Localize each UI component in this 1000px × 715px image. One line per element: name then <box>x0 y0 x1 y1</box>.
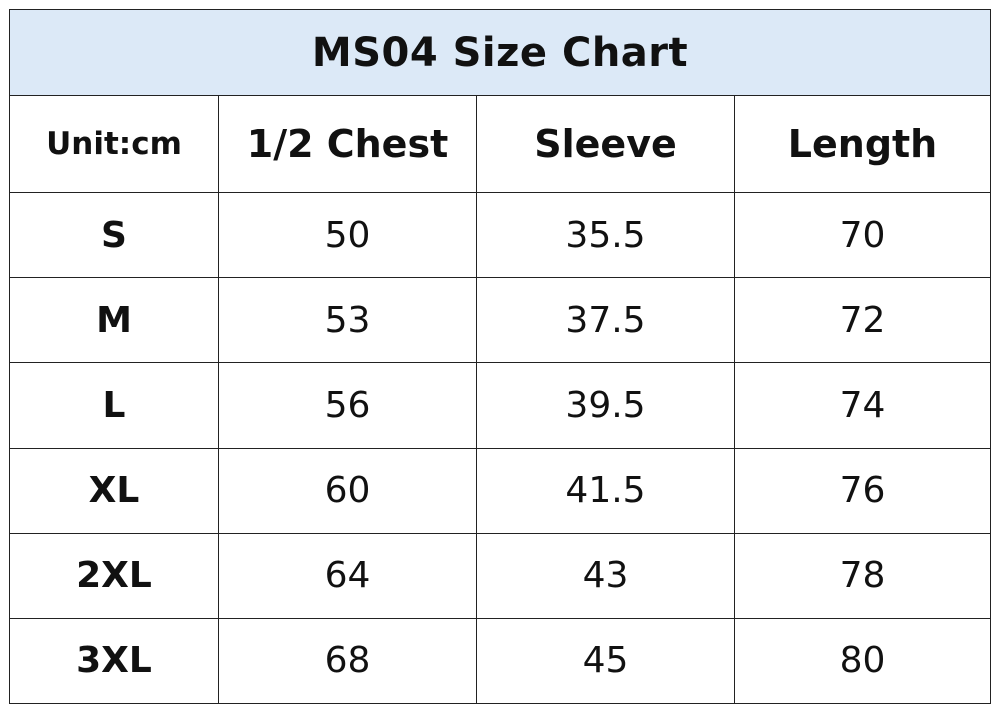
table-row: 3XL 68 45 80 <box>9 617 992 705</box>
chest-value: 53 <box>218 277 477 364</box>
table-row: XL 60 41.5 76 <box>9 447 992 534</box>
header-sleeve: Sleeve <box>476 95 735 194</box>
chest-value: 56 <box>218 362 477 449</box>
sleeve-value: 39.5 <box>476 362 735 449</box>
chest-value: 68 <box>218 617 477 705</box>
length-value: 72 <box>733 277 992 364</box>
length-value: 78 <box>733 532 992 619</box>
length-value: 80 <box>733 617 992 705</box>
table-row: L 56 39.5 74 <box>9 362 992 449</box>
chest-value: 50 <box>218 192 477 279</box>
length-value: 76 <box>733 447 992 534</box>
table-row: M 53 37.5 72 <box>9 277 992 364</box>
sleeve-value: 35.5 <box>476 192 735 279</box>
size-label: S <box>9 192 219 279</box>
table-row: 2XL 64 43 78 <box>9 532 992 619</box>
table-row: S 50 35.5 70 <box>9 192 992 279</box>
length-value: 70 <box>733 192 992 279</box>
size-label: M <box>9 277 219 364</box>
length-value: 74 <box>733 362 992 449</box>
header-length: Length <box>733 95 992 194</box>
size-label: 2XL <box>9 532 219 619</box>
chest-value: 60 <box>218 447 477 534</box>
header-unit: Unit:cm <box>9 95 219 194</box>
header-chest: 1/2 Chest <box>218 95 477 194</box>
sleeve-value: 45 <box>476 617 735 705</box>
chart-title: MS04 Size Chart <box>8 8 992 97</box>
sleeve-value: 43 <box>476 532 735 619</box>
size-label: 3XL <box>9 617 219 705</box>
header-row: Unit:cm 1/2 Chest Sleeve Length <box>9 95 992 194</box>
size-chart-table: MS04 Size Chart Unit:cm 1/2 Chest Sleeve… <box>8 8 992 705</box>
size-label: XL <box>9 447 219 534</box>
chest-value: 64 <box>218 532 477 619</box>
size-label: L <box>9 362 219 449</box>
title-row: MS04 Size Chart <box>8 8 992 97</box>
sleeve-value: 41.5 <box>476 447 735 534</box>
sleeve-value: 37.5 <box>476 277 735 364</box>
